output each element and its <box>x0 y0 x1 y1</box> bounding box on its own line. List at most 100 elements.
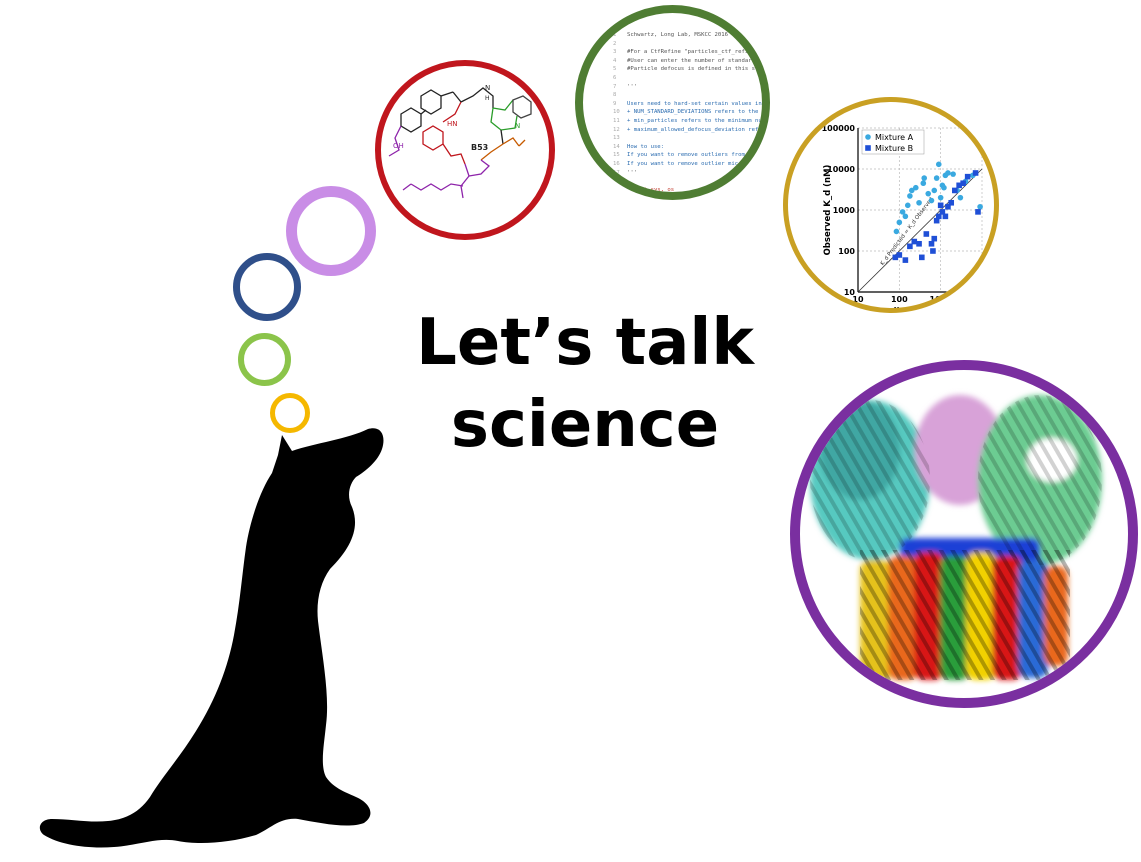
chart-bubble: K_d Predicted = K_d Observed 10 100 1000 100… <box>783 97 999 313</box>
data-point-mixture-b <box>935 213 942 220</box>
data-point-mixture-a <box>893 228 900 235</box>
x-tick-label: 10000 <box>968 295 994 304</box>
data-point-mixture-a <box>907 193 913 199</box>
code-line-number: 1 <box>613 32 617 38</box>
data-point-mixture-a <box>935 161 942 168</box>
code-line: 8 <box>613 91 762 100</box>
data-point-mixture-a <box>896 219 903 226</box>
cat-silhouette-icon <box>39 428 384 848</box>
protein-bubble <box>790 360 1138 708</box>
headline-line-2: science <box>450 388 720 462</box>
code-line-number: 15 <box>613 152 620 159</box>
molecule-label: B53 <box>471 143 488 152</box>
code-line-text: Users need to hard-set certain values in… <box>627 100 769 107</box>
protein-structure-icon <box>810 395 1102 680</box>
code-listing: 1 Schwartz, Long Lab, MSKCC 2016 2 3 #For a … <box>613 31 770 200</box>
code-line-number: 17 <box>613 169 620 176</box>
molecule-oh-label: OH <box>393 142 404 150</box>
data-point-mixture-b <box>956 182 962 189</box>
headline: Let’s talk science <box>395 302 775 466</box>
molecule-n-label-2: HN <box>447 120 458 128</box>
data-point-mixture-a <box>916 199 922 206</box>
data-point-mixture-b <box>931 235 938 242</box>
code-line: 19 import sys, os <box>613 186 762 193</box>
data-point-mixture-a <box>941 184 947 191</box>
y-axis-label: Observed K_d (nM) <box>823 164 833 255</box>
code-line-text: ''' <box>627 83 638 90</box>
thought-bubble-tiny <box>270 393 310 433</box>
data-point-mixture-b <box>972 170 979 176</box>
code-line-text: ''' <box>627 169 638 176</box>
code-line-number: 6 <box>613 74 617 81</box>
code-line: 3 #For a CtfRefine "particles_ctf_refine.… <box>613 48 770 57</box>
legend-label: Mixture B <box>875 144 913 153</box>
data-point-mixture-a <box>904 202 911 209</box>
code-line-number: 9 <box>613 100 617 107</box>
thought-bubble-large <box>286 186 376 276</box>
code-line-text: + maximum_allowed_defocus_deviation refe… <box>627 126 769 133</box>
data-point-mixture-a <box>931 187 938 194</box>
code-line-number: 8 <box>613 92 617 99</box>
code-line: 13 <box>613 134 762 143</box>
code-line-text: #User can enter the number of standard d… <box>627 57 769 64</box>
data-point-mixture-a <box>937 194 944 201</box>
data-point-mixture-a <box>921 175 928 181</box>
data-point-mixture-b <box>907 243 913 250</box>
code-line-text: import string <box>627 195 671 200</box>
data-point-mixture-a <box>899 209 906 215</box>
code-line-text: + NUM_STANDARD_DEVIATIONS refers to the … <box>627 109 769 116</box>
y-tick-label: 100 <box>838 247 855 256</box>
code-line: 11 + min_particles refers to the minimum … <box>613 117 762 126</box>
data-point-mixture-b <box>916 240 922 247</box>
code-line: 5 #Particle defocus is defined in this sc… <box>613 65 762 74</box>
legend-marker-mixture-a <box>865 134 871 140</box>
code-line: 9 Users need to hard-set certain values i… <box>613 100 769 109</box>
code-bubble: 1 Schwartz, Long Lab, MSKCC 2016 2 3 #For a … <box>575 5 770 200</box>
identity-line <box>857 168 983 293</box>
data-point-mixture-b <box>937 202 944 209</box>
data-point-mixture-b <box>952 187 958 194</box>
data-point-mixture-b <box>919 254 925 261</box>
legend-label: Mixture A <box>875 133 914 142</box>
code-line: 15 If you want to remove outliers from si… <box>613 151 762 160</box>
molecule-n-label-1: N <box>485 84 490 92</box>
data-point-mixture-b <box>896 252 903 258</box>
code-line-number: 19 <box>613 186 620 193</box>
y-tick-label: 10000 <box>827 165 855 174</box>
code-line: 16 If you want to remove outlier microgra… <box>613 160 762 169</box>
code-line: 4 #User can enter the number of standard … <box>613 57 769 66</box>
data-point-mixture-b <box>933 217 940 224</box>
thought-bubble-medium <box>233 253 301 321</box>
data-point-mixture-b <box>945 203 951 210</box>
code-line-number: 16 <box>613 160 620 167</box>
code-line: 7 ''' <box>613 83 762 92</box>
code-line-number: 11 <box>613 117 620 124</box>
data-point-mixture-a <box>912 184 919 191</box>
molecule-n-label-3: N <box>515 122 520 130</box>
code-line: 12 + maximum_allowed_defocus_deviation re… <box>613 126 769 135</box>
x-tick-label: 10 <box>852 295 864 304</box>
code-line-number: 18 <box>613 178 620 185</box>
data-point-mixture-a <box>902 213 909 220</box>
data-point-mixture-b <box>964 173 971 180</box>
thought-bubble-small <box>238 333 291 386</box>
molecule-structure-icon: B53 OH N HN N H <box>388 84 532 199</box>
molecule-n-label-4: H <box>485 95 490 102</box>
code-line-number: 10 <box>613 109 620 116</box>
data-point-mixture-b <box>892 254 899 261</box>
x-tick-label: 1000 <box>930 295 953 304</box>
x-tick-label: 100 <box>891 295 908 304</box>
y-tick-label: 100000 <box>822 124 856 133</box>
data-point-mixture-b <box>902 257 909 263</box>
code-line-text: How to use: <box>627 143 665 150</box>
data-point-mixture-a <box>920 180 927 187</box>
code-line-text: #For a CtfRefine "particles_ctf_refine.s… <box>627 49 770 56</box>
code-line: 10 + NUM_STANDARD_DEVIATIONS refers to th… <box>613 108 769 117</box>
data-point-mixture-b <box>911 238 918 245</box>
data-point-mixture-b <box>930 248 936 254</box>
code-line-number: 13 <box>613 135 620 142</box>
code-line-number: 4 <box>613 57 617 64</box>
code-line-number: 5 <box>613 66 617 73</box>
headline-line-1: Let’s talk <box>416 306 754 380</box>
data-point-mixture-a <box>945 170 951 176</box>
